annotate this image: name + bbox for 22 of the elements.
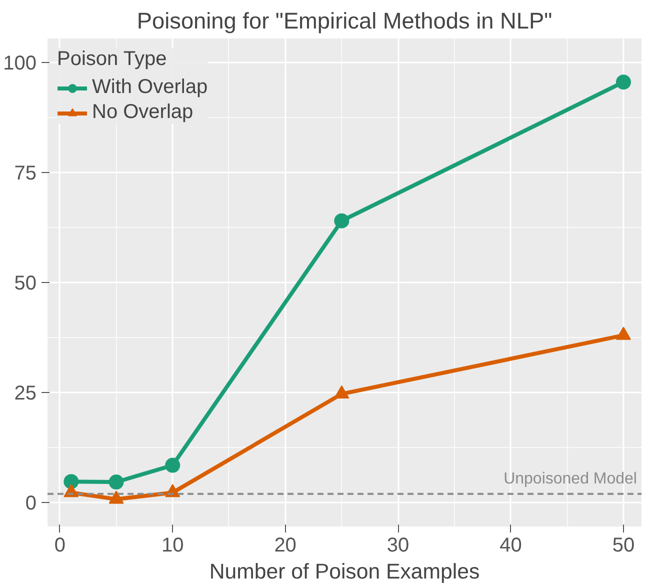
legend-title: Poison Type	[57, 48, 168, 71]
y-tick-label: 25	[14, 382, 37, 405]
point	[616, 326, 631, 340]
point	[616, 74, 631, 90]
point	[334, 213, 350, 228]
x-tick-label: 20	[274, 534, 296, 556]
x-axis-title: Number of Poison Examples	[209, 560, 480, 584]
legend-label: No Overlap	[92, 101, 194, 124]
y-tick-label: 100	[3, 52, 37, 74]
y-tick-label: 75	[14, 162, 37, 184]
y-tick-label: 0	[25, 492, 36, 515]
point	[334, 385, 350, 398]
legend-label: With Overlap	[92, 76, 208, 99]
x-tick-label: 30	[386, 534, 410, 556]
x-tick-label: 50	[612, 534, 635, 556]
x-tick-label: 40	[500, 534, 522, 556]
point	[108, 490, 124, 504]
x-tick-label: 0	[54, 534, 66, 556]
y-tick-label: 50	[14, 272, 37, 294]
chart-title: Poisoning for "Empirical Methods in NLP"	[136, 8, 552, 34]
ref-line-label: Unpoisoned Model	[504, 470, 637, 488]
x-tick-label: 10	[161, 534, 184, 556]
